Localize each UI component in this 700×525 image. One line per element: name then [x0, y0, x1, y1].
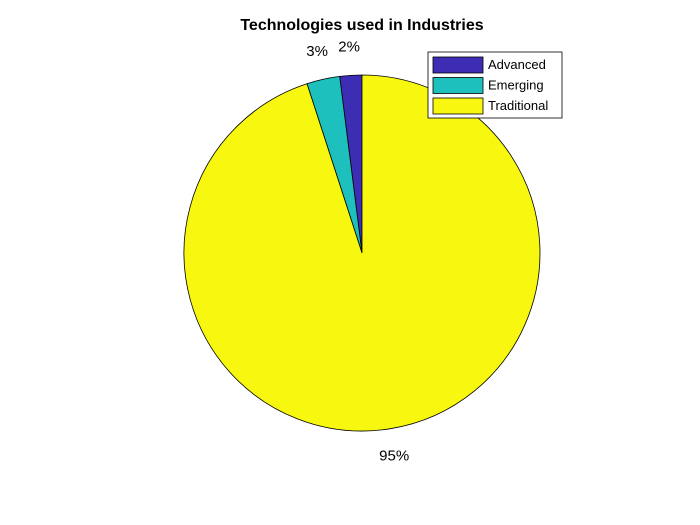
- chart-title: Technologies used in Industries: [240, 17, 483, 34]
- legend-label-advanced: Advanced: [488, 57, 546, 72]
- pie-slice-traditional: [183, 74, 541, 432]
- pie-label-emerging: 3%: [306, 43, 328, 60]
- legend-swatch-traditional: [432, 97, 484, 115]
- legend-swatch-emerging: [432, 77, 484, 94]
- legend-entries: Advanced Emerging Traditional: [432, 56, 548, 115]
- legend: Advanced Emerging Traditional: [427, 51, 563, 119]
- legend-swatch-advanced: [432, 56, 484, 74]
- pie-slices: [183, 74, 541, 432]
- pie-label-traditional: 95%: [379, 447, 409, 464]
- pie-label-advanced: 2%: [338, 38, 360, 55]
- legend-label-traditional: Traditional: [488, 98, 548, 113]
- pie-percent-labels: 2% 3% 95%: [306, 38, 409, 464]
- legend-label-emerging: Emerging: [488, 77, 544, 92]
